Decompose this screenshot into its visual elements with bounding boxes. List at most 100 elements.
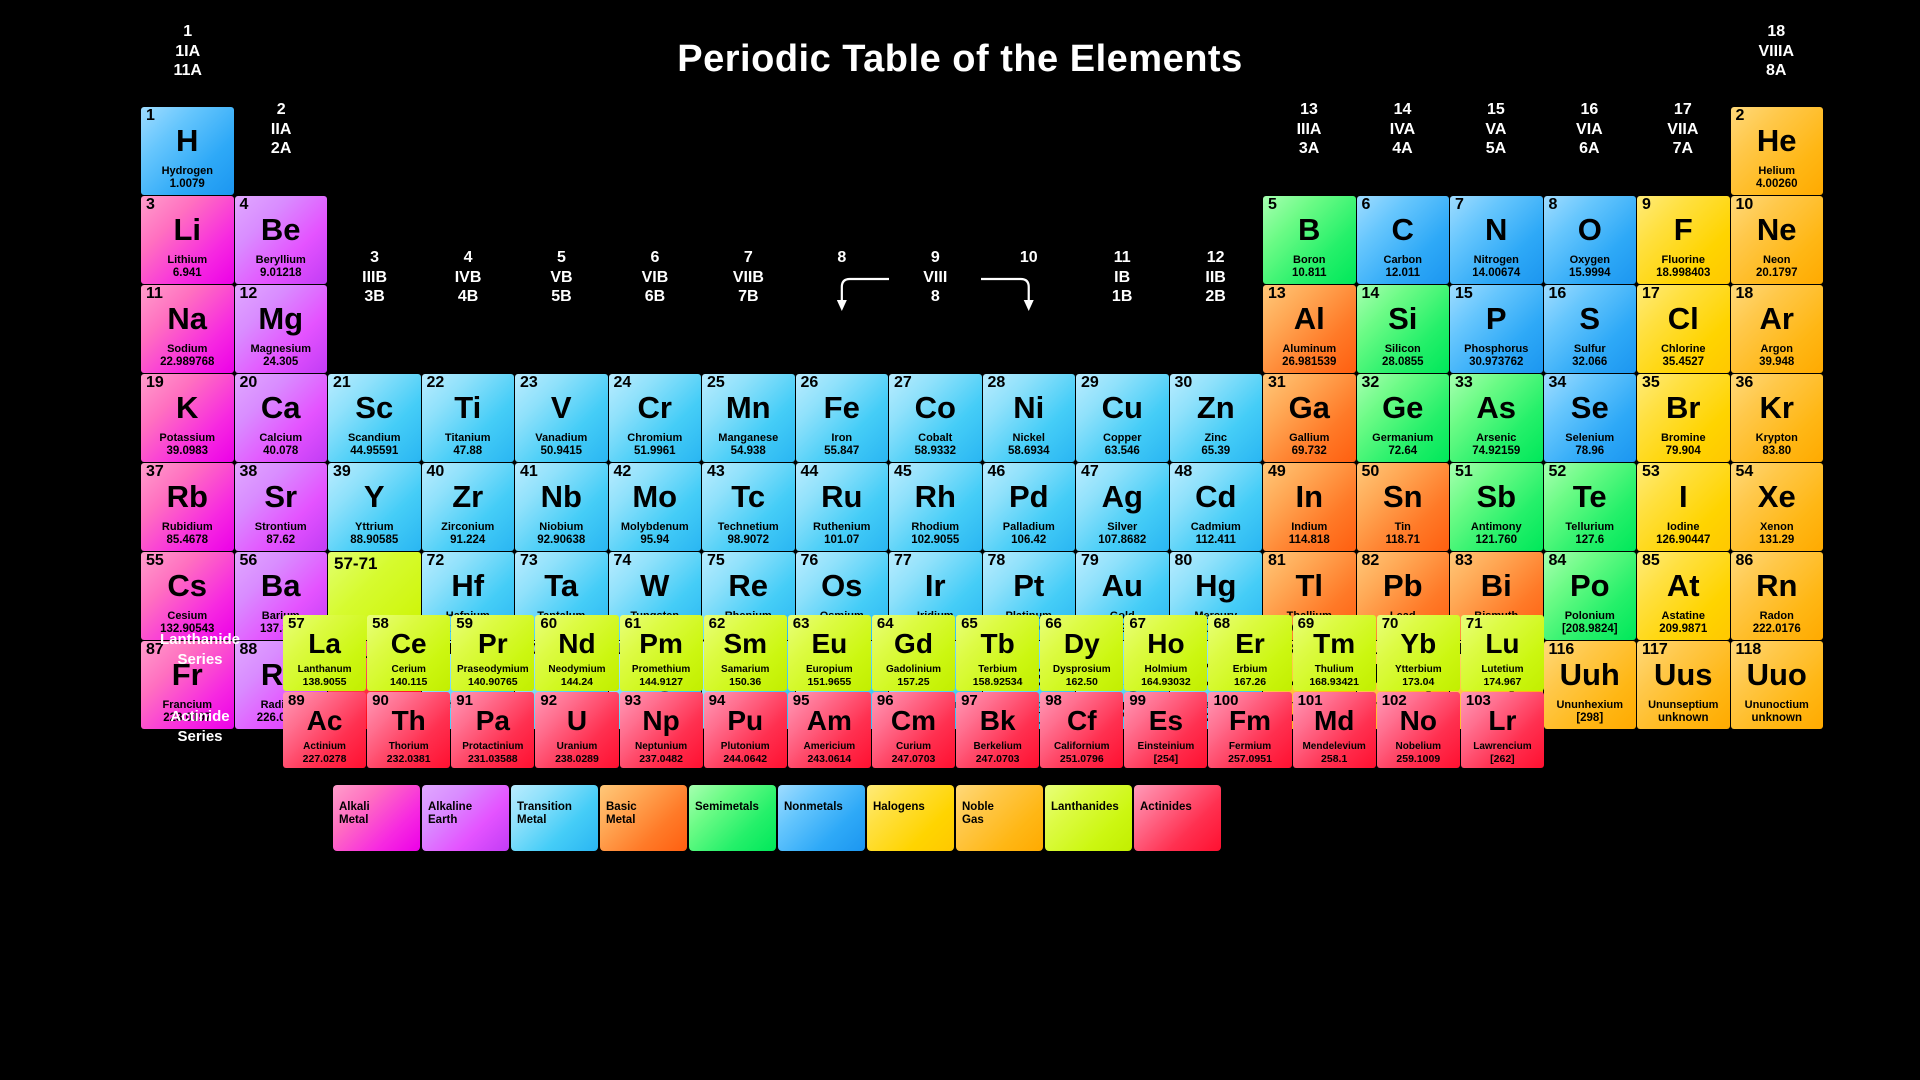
element-cell-Eu[interactable]: 63 Eu Europium 151.9655 [787,615,871,691]
element-cell-Cm[interactable]: 96 Cm Curium 247.0703 [871,692,956,768]
element-cell-Te[interactable]: 52 Te Tellurium 127.6 [1543,463,1636,551]
element-cell-Dy[interactable]: 66 Dy Dysprosium 162.50 [1040,615,1124,691]
element-cell-Rh[interactable]: 45 Rh Rhodium 102.9055 [889,463,982,551]
element-cell-N[interactable]: 7 N Nitrogen 14.00674 [1450,196,1543,284]
element-cell-Zn[interactable]: 30 Zn Zinc 65.39 [1169,374,1262,462]
element-cell-Pd[interactable]: 46 Pd Palladium 106.42 [982,463,1075,551]
element-cell-Ac[interactable]: 89 Ac Actinium 227.0278 [283,692,367,768]
element-cell-Fe[interactable]: 26 Fe Iron 55.847 [795,374,888,462]
element-cell-Ti[interactable]: 22 Ti Titanium 47.88 [421,374,514,462]
legend-item-alkaline-earth[interactable]: Alkaline Earth [422,785,509,851]
element-cell-Ne[interactable]: 10 Ne Neon 20.1797 [1730,196,1823,284]
element-cell-U[interactable]: 92 U Uranium 238.0289 [535,692,619,768]
element-cell-Ca[interactable]: 20 Ca Calcium 40.078 [234,374,327,462]
element-cell-Ge[interactable]: 32 Ge Germanium 72.64 [1356,374,1449,462]
element-cell-At[interactable]: 85 At Astatine 209.9871 [1637,552,1730,640]
element-cell-Tb[interactable]: 65 Tb Terbium 158.92534 [956,615,1040,691]
element-cell-Pm[interactable]: 61 Pm Promethium 144.9127 [619,615,703,691]
legend-item-alkali-metal[interactable]: Alkali Metal [333,785,420,851]
element-cell-La[interactable]: 57 La Lanthanum 138.9055 [283,615,367,691]
element-cell-Yb[interactable]: 70 Yb Ytterbium 173.04 [1376,615,1460,691]
element-cell-Fm[interactable]: 100 Fm Fermium 257.0951 [1208,692,1292,768]
element-cell-Pr[interactable]: 59 Pr Praseodymium 140.90765 [451,615,535,691]
element-cell-Li[interactable]: 3 Li Lithium 6.941 [141,196,234,284]
legend-item-semimetals[interactable]: Semimetals [689,785,776,851]
element-cell-V[interactable]: 23 V Vanadium 50.9415 [515,374,608,462]
element-cell-Mn[interactable]: 25 Mn Manganese 54.938 [702,374,795,462]
element-cell-Ni[interactable]: 28 Ni Nickel 58.6934 [982,374,1075,462]
element-cell-Ag[interactable]: 47 Ag Silver 107.8682 [1076,463,1169,551]
element-cell-Ga[interactable]: 31 Ga Gallium 69.732 [1263,374,1356,462]
element-cell-P[interactable]: 15 P Phosphorus 30.973762 [1450,285,1543,373]
element-cell-Sn[interactable]: 50 Sn Tin 118.71 [1356,463,1449,551]
element-cell-Uus[interactable]: 117 Uus Ununseptium unknown [1637,641,1730,729]
element-cell-F[interactable]: 9 F Fluorine 18.998403 [1637,196,1730,284]
element-cell-Gd[interactable]: 64 Gd Gadolinium 157.25 [871,615,956,691]
element-cell-Xe[interactable]: 54 Xe Xenon 131.29 [1730,463,1823,551]
element-cell-In[interactable]: 49 In Indium 114.818 [1263,463,1356,551]
element-cell-S[interactable]: 16 S Sulfur 32.066 [1543,285,1636,373]
legend-item-basic-metal[interactable]: Basic Metal [600,785,687,851]
element-cell-Bk[interactable]: 97 Bk Berkelium 247.0703 [956,692,1040,768]
element-cell-Fr[interactable]: 87 Fr Francium 223.0197 [141,641,234,729]
legend-item-actinides[interactable]: Actinides [1134,785,1221,851]
element-cell-Uuo[interactable]: 118 Uuo Ununoctium unknown [1730,641,1823,729]
element-cell-Sr[interactable]: 38 Sr Strontium 87.62 [234,463,327,551]
element-cell-C[interactable]: 6 C Carbon 12.011 [1356,196,1449,284]
element-cell-Mg[interactable]: 12 Mg Magnesium 24.305 [234,285,327,373]
element-cell-Tc[interactable]: 43 Tc Technetium 98.9072 [702,463,795,551]
element-cell-Es[interactable]: 99 Es Einsteinium [254] [1124,692,1208,768]
element-cell-Co[interactable]: 27 Co Cobalt 58.9332 [889,374,982,462]
element-cell-Mo[interactable]: 42 Mo Molybdenum 95.94 [608,463,701,551]
element-cell-Na[interactable]: 11 Na Sodium 22.989768 [141,285,234,373]
element-cell-Md[interactable]: 101 Md Mendelevium 258.1 [1292,692,1376,768]
element-cell-Cr[interactable]: 24 Cr Chromium 51.9961 [608,374,701,462]
element-cell-Se[interactable]: 34 Se Selenium 78.96 [1543,374,1636,462]
legend-item-halogens[interactable]: Halogens [867,785,954,851]
legend-item-noble-gas[interactable]: Noble Gas [956,785,1043,851]
element-cell-Si[interactable]: 14 Si Silicon 28.0855 [1356,285,1449,373]
element-cell-Ce[interactable]: 58 Ce Cerium 140.115 [367,615,451,691]
element-cell-Sc[interactable]: 21 Sc Scandium 44.95591 [328,374,421,462]
element-cell-K[interactable]: 19 K Potassium 39.0983 [141,374,234,462]
element-cell-H[interactable]: 1 H Hydrogen 1.0079 [141,107,234,195]
element-cell-Sb[interactable]: 51 Sb Antimony 121.760 [1450,463,1543,551]
element-cell-He[interactable]: 2 He Helium 4.00260 [1730,107,1823,195]
element-cell-Kr[interactable]: 36 Kr Krypton 83.80 [1730,374,1823,462]
element-cell-Pu[interactable]: 94 Pu Plutonium 244.0642 [703,692,787,768]
element-cell-Lu[interactable]: 71 Lu Lutetium 174.967 [1460,615,1544,691]
element-cell-Cs[interactable]: 55 Cs Cesium 132.90543 [141,552,234,640]
element-cell-Pa[interactable]: 91 Pa Protactinium 231.03588 [451,692,535,768]
element-cell-Br[interactable]: 35 Br Bromine 79.904 [1637,374,1730,462]
legend-item-nonmetals[interactable]: Nonmetals [778,785,865,851]
element-cell-Th[interactable]: 90 Th Thorium 232.0381 [367,692,451,768]
element-cell-I[interactable]: 53 I Iodine 126.90447 [1637,463,1730,551]
element-cell-Cl[interactable]: 17 Cl Chlorine 35.4527 [1637,285,1730,373]
element-cell-Ru[interactable]: 44 Ru Ruthenium 101.07 [795,463,888,551]
element-cell-Po[interactable]: 84 Po Polonium [208.9824] [1543,552,1636,640]
element-cell-Ho[interactable]: 67 Ho Holmium 164.93032 [1124,615,1208,691]
element-cell-As[interactable]: 33 As Arsenic 74.92159 [1450,374,1543,462]
element-cell-Er[interactable]: 68 Er Erbium 167.26 [1208,615,1292,691]
element-cell-Lr[interactable]: 103 Lr Lawrencium [262] [1460,692,1544,768]
element-cell-Rn[interactable]: 86 Rn Radon 222.0176 [1730,552,1823,640]
element-cell-No[interactable]: 102 No Nobelium 259.1009 [1376,692,1460,768]
element-cell-Sm[interactable]: 62 Sm Samarium 150.36 [703,615,787,691]
element-cell-O[interactable]: 8 O Oxygen 15.9994 [1543,196,1636,284]
element-cell-Y[interactable]: 39 Y Yttrium 88.90585 [328,463,421,551]
element-cell-Ar[interactable]: 18 Ar Argon 39.948 [1730,285,1823,373]
element-cell-Nd[interactable]: 60 Nd Neodymium 144.24 [535,615,619,691]
element-cell-Cd[interactable]: 48 Cd Cadmium 112.411 [1169,463,1262,551]
legend-item-transition-metal[interactable]: Transition Metal [511,785,598,851]
element-cell-Uuh[interactable]: 116 Uuh Ununhexium [298] [1543,641,1636,729]
element-cell-Nb[interactable]: 41 Nb Niobium 92.90638 [515,463,608,551]
element-cell-Am[interactable]: 95 Am Americium 243.0614 [787,692,871,768]
element-cell-Zr[interactable]: 40 Zr Zirconium 91.224 [421,463,514,551]
element-cell-Cu[interactable]: 29 Cu Copper 63.546 [1076,374,1169,462]
legend-item-lanthanides[interactable]: Lanthanides [1045,785,1132,851]
element-cell-Rb[interactable]: 37 Rb Rubidium 85.4678 [141,463,234,551]
element-cell-Be[interactable]: 4 Be Beryllium 9.01218 [234,196,327,284]
element-cell-Tm[interactable]: 69 Tm Thulium 168.93421 [1292,615,1376,691]
element-cell-Cf[interactable]: 98 Cf Californium 251.0796 [1040,692,1124,768]
element-cell-B[interactable]: 5 B Boron 10.811 [1263,196,1356,284]
